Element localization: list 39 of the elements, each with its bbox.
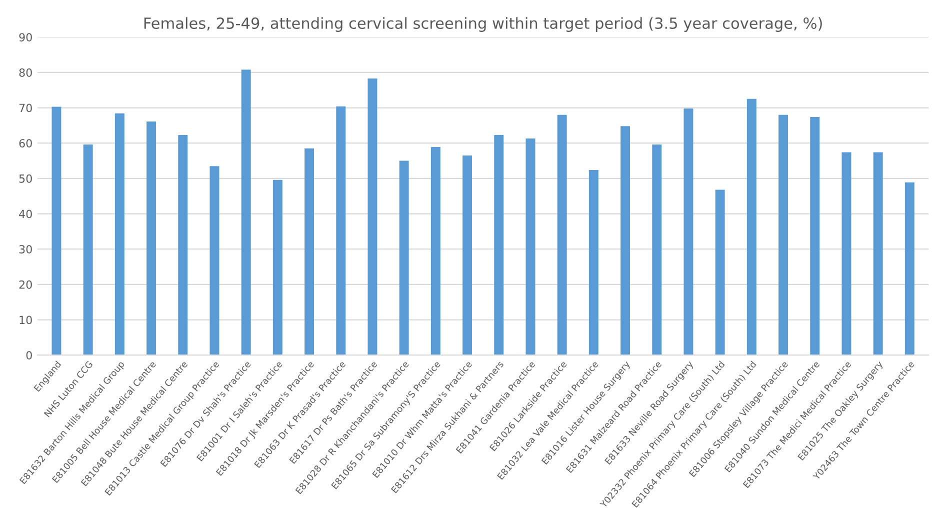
y-tick-label: 50 [19,174,32,183]
bar [526,138,536,356]
bar [210,166,220,356]
y-tick-label: 0 [26,351,32,360]
bar [114,113,124,356]
bar [272,180,282,356]
bar [588,170,598,356]
bar [746,98,756,356]
bar [399,160,409,356]
y-tick-label: 40 [19,210,32,218]
bar [652,144,662,356]
bar [83,144,93,356]
bar [842,152,852,356]
y-tick-label: 20 [19,280,32,289]
bar [684,108,694,356]
bar [557,114,567,356]
bar [620,126,630,356]
y-tick-label: 30 [19,245,32,254]
bar [146,122,156,356]
bar [810,116,820,356]
bar [52,106,62,356]
bar [873,152,883,356]
bar [304,148,314,356]
y-tick-label: 60 [19,139,32,148]
y-tick-label: 80 [19,68,32,77]
y-tick-label: 90 [19,33,32,42]
y-tick-label: 10 [20,316,32,324]
bar [430,146,440,356]
bar [178,134,188,356]
bar [778,114,788,356]
chart-title: Females, 25-49, attending cervical screening within target period (3.5 year coverage, %) [144,17,822,32]
bar [494,134,504,356]
y-tick-label: 70 [19,104,32,112]
bar [462,155,472,356]
bar [336,106,346,356]
bar [904,182,914,356]
bar [241,70,251,356]
bar [715,190,725,356]
bar [368,78,378,356]
